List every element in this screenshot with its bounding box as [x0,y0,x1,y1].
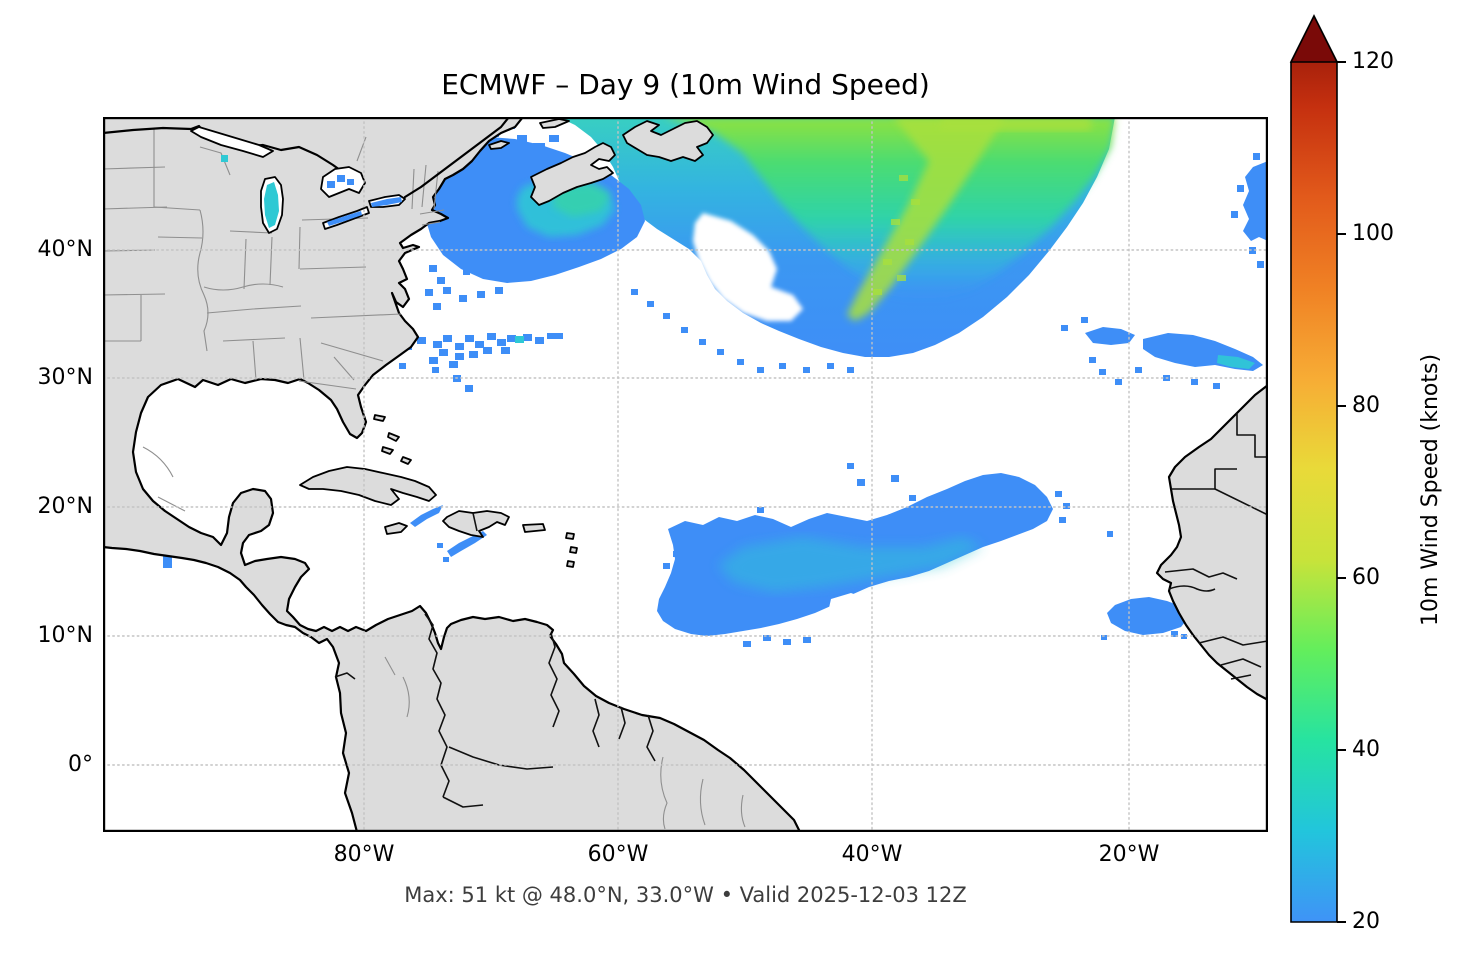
cape-verde-wind [1107,597,1189,635]
midatlantic-cyan-speck [515,336,524,343]
colorbar-tick-label: 100 [1352,221,1394,246]
lime-pixel-streaks [873,175,920,295]
lake-michigan-wind-streak [264,182,279,228]
colorbar-tick-label: 120 [1352,49,1394,74]
trade-wind-upper-blob [937,509,971,523]
trade-wind-left-streak [681,529,699,545]
jamaica [384,522,408,535]
pacific-coast-speck [163,555,172,568]
colorbar-tick-marks [1337,61,1346,923]
colorbar-body [1290,14,1338,923]
plot-title: ECMWF – Day 9 (10m Wind Speed) [441,68,930,101]
right-edge-wind-strip [1243,161,1268,241]
bahamas [373,414,412,465]
y-tick-label: 20°N [37,494,93,519]
wind-field-layer [163,117,1268,647]
cuba [299,466,437,506]
colorbar-label: 10m Wind Speed (knots) [1418,353,1443,627]
great-lakes-layer [190,126,406,234]
x-tick-label: 40°W [841,842,903,867]
lake-erie-wind-streak [327,211,362,226]
prince-edward-island [488,140,510,150]
graticule-layer [103,117,1268,832]
cape-verde-specks [1101,631,1187,640]
y-tick-label: 30°N [37,365,93,390]
lesser-antilles [565,532,578,568]
caribbean-specks [437,543,449,562]
newfoundland [622,120,714,162]
lake-ontario-wind-streak [371,197,402,207]
americas-landmass [103,117,802,832]
trade-wind-hole [829,593,867,614]
lake-superior [190,126,274,158]
y-tick-label: 10°N [37,623,93,648]
storm-white-gap [693,213,803,321]
x-tick-label: 60°W [587,842,649,867]
lake-huron-wind-specks [327,175,354,188]
storm-lime-top [941,117,1091,131]
midatlantic-speck-cluster [399,257,563,373]
east-30n-cyan-core [1217,355,1255,369]
colorbar [1289,14,1346,923]
colorbar-tick-label: 20 [1352,909,1380,934]
subtitle: Max: 51 kt @ 48.0°N, 33.0°W • Valid 2025… [404,883,967,907]
y-tick-label: 0° [68,752,93,777]
mona-passage-streak [447,531,487,557]
right-edge-specks [1231,153,1264,268]
colorbar-tick-label: 60 [1352,565,1380,590]
storm-lime-ridge [847,117,1005,321]
colorbar-tick-label: 80 [1352,393,1380,418]
x-tick-label: 20°W [1098,842,1160,867]
colorbar-extend-arrow [1289,14,1339,63]
storm-edge-specks [631,289,854,373]
land-layer [103,117,1268,832]
windward-passage-streak [410,505,443,527]
nova-scotia [530,142,616,206]
colorbar-tick-label: 40 [1352,737,1380,762]
axes-spine [103,117,1268,832]
x-tick-label: 80°W [333,842,395,867]
anticosti-island [539,118,570,129]
lake-superior-wind-speck [221,155,228,162]
puerto-rico [522,523,546,533]
storm-green-core [663,117,1115,301]
east-30n-wind-west [1085,327,1135,345]
trade-wind-specks [663,463,1070,647]
trade-wind-cyan-tint [718,537,983,592]
y-tick-label: 40°N [37,237,93,262]
africa [1155,383,1268,702]
map-plot [103,117,1268,832]
